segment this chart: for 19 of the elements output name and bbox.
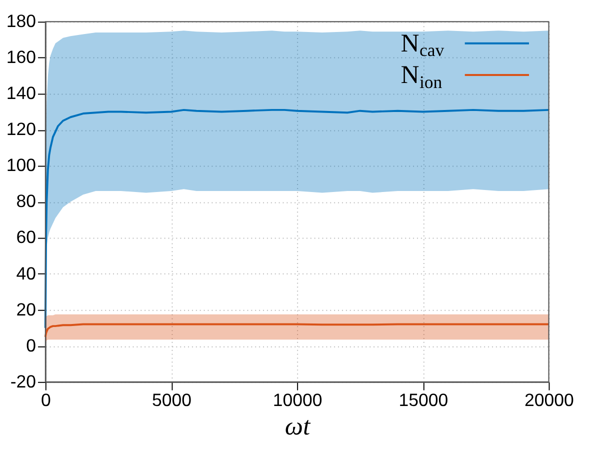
y-tick-label: 160 <box>6 47 36 68</box>
y-tick-label: 40 <box>16 263 36 284</box>
y-tick-label: 140 <box>6 83 36 104</box>
x-axis-title: ωt <box>284 412 312 441</box>
y-tick-label: 20 <box>16 299 36 320</box>
y-tick-label: -20 <box>10 371 36 392</box>
x-tick-label: 0 <box>40 390 51 410</box>
line-series <box>44 108 550 329</box>
y-tick-label: 80 <box>16 191 36 212</box>
y-tick-label: 180 <box>6 11 36 32</box>
y-tick-label: 100 <box>6 155 36 176</box>
y-tick-label: 60 <box>16 227 36 248</box>
x-tick-label: 20000 <box>524 390 574 410</box>
y-tick-label: 120 <box>6 119 36 140</box>
x-tick-label: 10000 <box>272 390 322 410</box>
x-tick-label: 5000 <box>152 390 192 410</box>
line-series <box>44 323 550 338</box>
x-tick-label: 15000 <box>398 390 448 410</box>
y-tick-label: 0 <box>26 335 36 356</box>
